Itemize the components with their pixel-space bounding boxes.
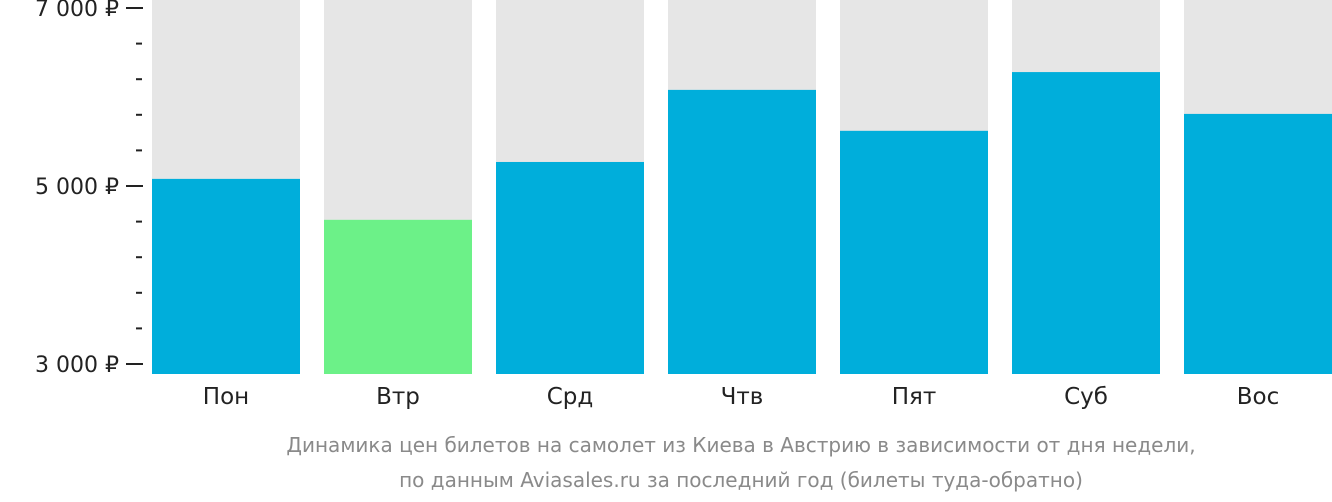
chart-caption-line-1: Динамика цен билетов на самолет из Киева…: [286, 433, 1196, 457]
bar-3: [668, 89, 816, 374]
price-by-weekday-chart: 3 000 ₽ 5 000 ₽ 7 000 ₽ Пон Втр Срд Чтв Пят Суб…: [35, 0, 1332, 410]
bars: [152, 72, 1332, 374]
bar-2: [496, 161, 644, 374]
y-tick-label-2: 7 000 ₽: [35, 0, 119, 22]
x-axis: Пон Втр Срд Чтв Пят Суб Вос: [203, 384, 1279, 410]
y-axis: 3 000 ₽ 5 000 ₽ 7 000 ₽: [35, 0, 143, 378]
x-tick-label-6: Вос: [1237, 384, 1280, 410]
bar-0: [152, 178, 300, 374]
x-tick-label-1: Втр: [376, 384, 420, 410]
bar-5: [1012, 72, 1160, 374]
x-tick-label-0: Пон: [203, 384, 249, 410]
x-tick-label-2: Срд: [547, 384, 594, 410]
x-tick-label-3: Чтв: [721, 384, 764, 410]
x-tick-label-4: Пят: [892, 384, 937, 410]
x-tick-label-5: Суб: [1064, 384, 1108, 410]
y-tick-label-1: 5 000 ₽: [35, 175, 119, 200]
chart-caption-line-2: по данным Aviasales.ru за последний год …: [399, 468, 1083, 492]
bar-6: [1184, 113, 1332, 374]
y-tick-label-0: 3 000 ₽: [35, 353, 119, 378]
bar-4: [840, 130, 988, 374]
bar-1: [324, 219, 472, 374]
